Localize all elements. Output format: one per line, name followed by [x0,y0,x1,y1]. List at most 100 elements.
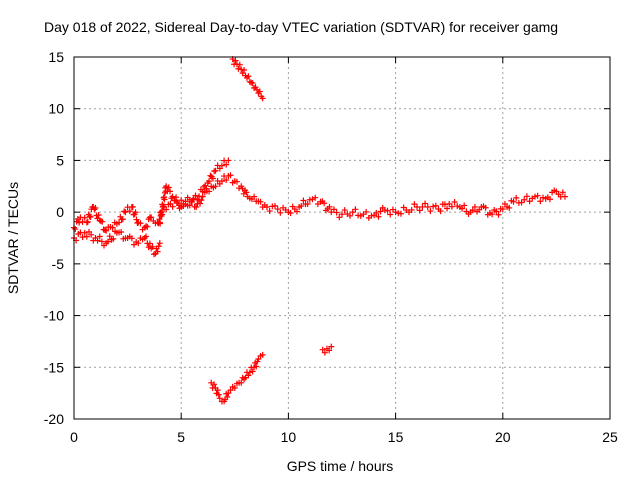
data-point-lower-arc [246,369,253,376]
x-tick-label: 25 [602,429,618,445]
data-point-main-band [328,209,335,216]
data-point-main-band [129,203,136,210]
data-point-upper-band [158,213,165,220]
data-point-main-band [109,224,116,231]
data-point-main-band [326,203,333,210]
data-point-main-band [122,209,129,216]
data-point-main-band [193,203,200,210]
data-point-main-band [546,196,553,203]
data-point-main-band [341,207,348,214]
plot-frame [73,56,611,420]
data-point-main-band [321,200,328,207]
data-point-isolated [328,343,335,350]
data-point-main-band [92,204,99,211]
data-point-main-band [384,207,391,214]
data-point-main-band [448,203,455,210]
data-point-lower-arc [211,381,218,388]
data-point-main-band [103,227,110,234]
data-point-main-band [518,199,525,206]
data-point-main-band [336,214,343,221]
data-point-upper-band [209,175,216,182]
data-point-main-band [381,207,388,214]
data-point-upper-band [196,193,203,200]
data-point-main-band [218,178,225,185]
data-point-main-band [79,218,86,225]
data-point-upper-band [199,188,206,195]
data-point-lower-arc [216,395,223,402]
data-point-main-band [119,216,126,223]
data-point-upper-band [174,200,181,207]
data-point-lower-band [81,229,88,236]
data-point-upper-band [173,194,180,201]
data-point-lower-band [106,233,113,240]
data-point-lower-arc [253,363,260,370]
data-point-upper-arc [256,88,263,95]
data-point-main-band [375,213,382,220]
data-point-main-band [312,194,319,201]
data-point-upper-band [192,192,199,199]
data-point-main-band [223,176,230,183]
data-point-lower-arc [241,376,248,383]
data-point-lower-arc [215,391,222,398]
data-point-main-band [446,200,453,207]
data-point-main-band [227,172,234,179]
data-point-main-band [251,193,258,200]
data-point-lower-band [155,243,162,250]
data-point-main-band [411,201,418,208]
data-point-main-band [263,203,270,210]
y-tick-label: 5 [56,152,64,168]
data-point-main-band [266,208,273,215]
data-point-main-band [101,226,108,233]
data-point-lower-band [146,240,153,247]
data-point-main-band [163,206,170,213]
data-points [71,56,568,405]
x-tick-label: 5 [177,429,185,445]
data-point-main-band [178,197,185,204]
data-point-lower-band [110,235,117,242]
data-point-upper-arc [246,78,253,85]
data-point-lower-band [96,233,103,240]
data-point-main-band [86,213,93,220]
data-point-lower-band [128,235,135,242]
y-tick-label: -20 [44,411,64,427]
data-point-upper-arc [241,66,248,73]
data-point-upper-arc [235,65,242,72]
data-point-main-band [349,209,356,216]
data-point-main-band [408,206,415,213]
data-point-main-band [83,219,90,226]
data-point-main-band [197,200,204,207]
data-point-main-band [333,209,340,216]
data-point-lower-arc [231,384,238,391]
y-tick-label: 0 [56,204,64,220]
data-point-main-band [212,183,219,190]
data-point-main-band [377,208,384,215]
data-point-main-band [513,194,520,201]
data-point-main-band [293,208,300,215]
data-point-main-band [387,211,394,218]
data-point-main-band [523,193,530,200]
y-tick-label: -5 [52,256,65,272]
data-point-main-band [526,198,533,205]
data-point-main-band [126,208,133,215]
data-point-lower-band [156,240,163,247]
data-point-main-band [392,209,399,216]
data-point-main-band [99,218,106,225]
data-point-main-band [272,202,278,209]
data-point-upper-band [165,184,172,191]
data-point-upper-band [182,198,189,205]
data-point-main-band [137,220,144,227]
data-point-main-band [339,211,345,218]
data-point-main-band [537,198,544,205]
data-point-upper-arc [232,57,239,64]
data-point-lower-band [104,238,111,245]
x-tick-label: 15 [388,429,404,445]
data-point-upper-band [225,157,232,164]
data-point-main-band [81,214,88,221]
data-point-upper-arc [236,61,243,68]
data-point-main-band [534,192,541,199]
x-tick-label: 10 [281,429,297,445]
axis-ticks [73,56,611,420]
data-point-main-band [352,206,359,213]
data-point-main-band [198,197,205,204]
